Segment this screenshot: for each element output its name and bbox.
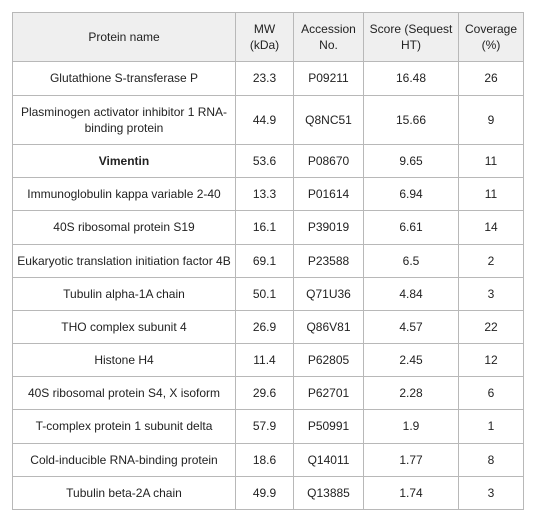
cell-accession: P09211 [294, 62, 364, 95]
cell-accession: Q8NC51 [294, 95, 364, 144]
cell-score: 2.28 [364, 377, 459, 410]
cell-score: 1.9 [364, 410, 459, 443]
cell-mw: 29.6 [236, 377, 294, 410]
cell-coverage: 1 [459, 410, 524, 443]
cell-coverage: 9 [459, 95, 524, 144]
table-row: Cold-inducible RNA-binding protein18.6Q1… [13, 443, 524, 476]
cell-score: 4.57 [364, 310, 459, 343]
cell-coverage: 8 [459, 443, 524, 476]
cell-accession: P62805 [294, 344, 364, 377]
cell-accession: P23588 [294, 244, 364, 277]
table-row: T-complex protein 1 subunit delta57.9P50… [13, 410, 524, 443]
cell-accession: P62701 [294, 377, 364, 410]
cell-coverage: 14 [459, 211, 524, 244]
cell-score: 15.66 [364, 95, 459, 144]
cell-coverage: 3 [459, 277, 524, 310]
cell-protein-name: Cold-inducible RNA-binding protein [13, 443, 236, 476]
table-row: 40S ribosomal protein S4, X isoform29.6P… [13, 377, 524, 410]
protein-table: Protein name MW (kDa) Accession No. Scor… [12, 12, 524, 510]
cell-accession: Q13885 [294, 476, 364, 509]
cell-accession: Q71U36 [294, 277, 364, 310]
cell-accession: P50991 [294, 410, 364, 443]
cell-mw: 26.9 [236, 310, 294, 343]
cell-coverage: 22 [459, 310, 524, 343]
table-row: Histone H411.4P628052.4512 [13, 344, 524, 377]
cell-protein-name: Immunoglobulin kappa variable 2-40 [13, 178, 236, 211]
cell-score: 6.94 [364, 178, 459, 211]
cell-mw: 49.9 [236, 476, 294, 509]
table-row: Plasminogen activator inhibitor 1 RNA-bi… [13, 95, 524, 144]
cell-protein-name: Histone H4 [13, 344, 236, 377]
cell-mw: 44.9 [236, 95, 294, 144]
cell-score: 6.61 [364, 211, 459, 244]
table-header-row: Protein name MW (kDa) Accession No. Scor… [13, 13, 524, 62]
cell-protein-name: Vimentin [13, 144, 236, 177]
cell-score: 16.48 [364, 62, 459, 95]
cell-protein-name: Tubulin beta-2A chain [13, 476, 236, 509]
cell-protein-name: 40S ribosomal protein S4, X isoform [13, 377, 236, 410]
cell-protein-name: Glutathione S-transferase P [13, 62, 236, 95]
cell-mw: 53.6 [236, 144, 294, 177]
col-header-score: Score (Sequest HT) [364, 13, 459, 62]
table-row: 40S ribosomal protein S1916.1P390196.611… [13, 211, 524, 244]
cell-mw: 23.3 [236, 62, 294, 95]
cell-coverage: 12 [459, 344, 524, 377]
cell-protein-name: Eukaryotic translation initiation factor… [13, 244, 236, 277]
cell-protein-name: 40S ribosomal protein S19 [13, 211, 236, 244]
table-row: Tubulin beta-2A chain49.9Q138851.743 [13, 476, 524, 509]
cell-score: 4.84 [364, 277, 459, 310]
cell-score: 1.77 [364, 443, 459, 476]
col-header-protein-name: Protein name [13, 13, 236, 62]
col-header-mw: MW (kDa) [236, 13, 294, 62]
cell-protein-name: Plasminogen activator inhibitor 1 RNA-bi… [13, 95, 236, 144]
cell-coverage: 2 [459, 244, 524, 277]
cell-accession: Q14011 [294, 443, 364, 476]
cell-protein-name: T-complex protein 1 subunit delta [13, 410, 236, 443]
cell-score: 6.5 [364, 244, 459, 277]
col-header-coverage: Coverage (%) [459, 13, 524, 62]
cell-mw: 69.1 [236, 244, 294, 277]
table-row: Tubulin alpha-1A chain50.1Q71U364.843 [13, 277, 524, 310]
cell-coverage: 3 [459, 476, 524, 509]
cell-mw: 11.4 [236, 344, 294, 377]
cell-accession: P01614 [294, 178, 364, 211]
cell-mw: 50.1 [236, 277, 294, 310]
cell-mw: 18.6 [236, 443, 294, 476]
table-row: Glutathione S-transferase P23.3P0921116.… [13, 62, 524, 95]
cell-coverage: 6 [459, 377, 524, 410]
cell-protein-name: THO complex subunit 4 [13, 310, 236, 343]
cell-coverage: 11 [459, 178, 524, 211]
cell-score: 2.45 [364, 344, 459, 377]
cell-protein-name: Tubulin alpha-1A chain [13, 277, 236, 310]
table-row: Immunoglobulin kappa variable 2-4013.3P0… [13, 178, 524, 211]
cell-score: 1.74 [364, 476, 459, 509]
cell-accession: P39019 [294, 211, 364, 244]
cell-accession: P08670 [294, 144, 364, 177]
cell-accession: Q86V81 [294, 310, 364, 343]
cell-coverage: 11 [459, 144, 524, 177]
cell-mw: 16.1 [236, 211, 294, 244]
table-row: Vimentin53.6P086709.6511 [13, 144, 524, 177]
cell-mw: 57.9 [236, 410, 294, 443]
table-row: THO complex subunit 426.9Q86V814.5722 [13, 310, 524, 343]
cell-score: 9.65 [364, 144, 459, 177]
table-row: Eukaryotic translation initiation factor… [13, 244, 524, 277]
cell-mw: 13.3 [236, 178, 294, 211]
cell-coverage: 26 [459, 62, 524, 95]
col-header-accession: Accession No. [294, 13, 364, 62]
